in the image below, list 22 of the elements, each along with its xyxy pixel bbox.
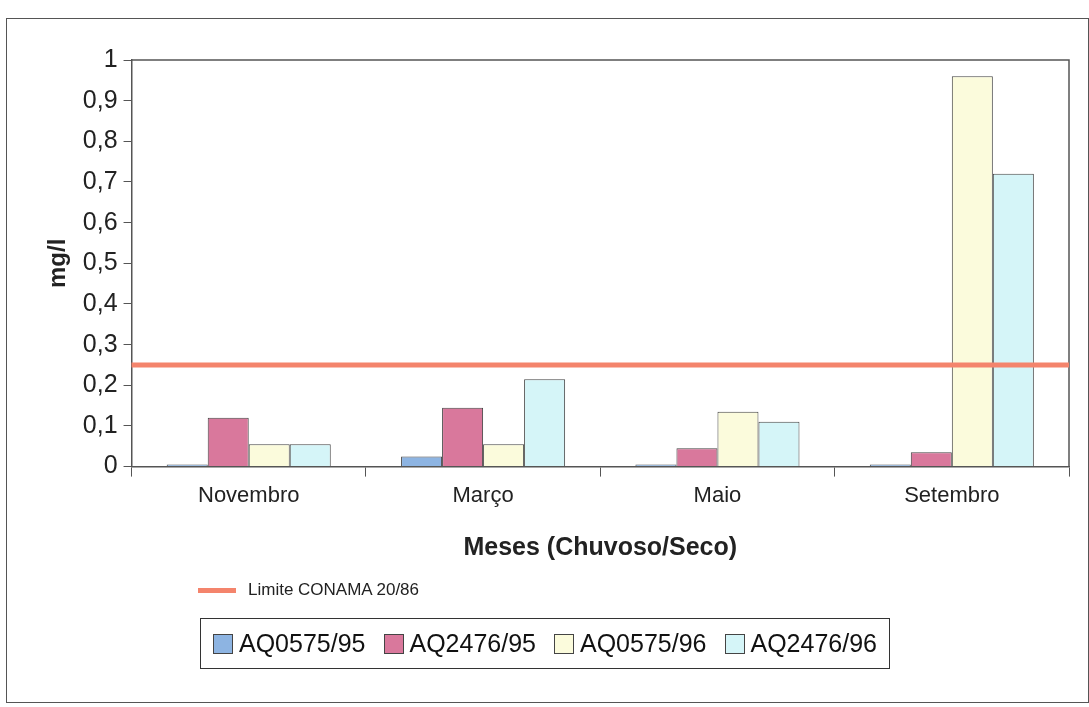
x-tick-label: Março bbox=[452, 481, 514, 507]
y-tick-label: 0,7 bbox=[82, 165, 118, 194]
x-tick-label: Maio bbox=[693, 481, 742, 507]
x-axis-title: Meses (Chuvoso/Seco) bbox=[463, 531, 738, 560]
y-tick-label: 1 bbox=[103, 43, 118, 72]
legend-label: AQ2476/96 bbox=[750, 629, 877, 658]
legend-label: AQ0575/96 bbox=[580, 629, 707, 658]
x-tick-label: Novembro bbox=[197, 481, 300, 507]
legend-label: AQ0575/95 bbox=[239, 629, 366, 658]
y-tick-label: 0,5 bbox=[82, 247, 118, 276]
y-tick-label: 0,8 bbox=[82, 125, 118, 154]
x-tick-label: Setembro bbox=[904, 481, 1000, 507]
legend-label: AQ2476/95 bbox=[409, 629, 536, 658]
legend-label: Limite CONAMA 20/86 bbox=[248, 580, 420, 600]
y-tick-label: 0,6 bbox=[82, 206, 118, 235]
y-tick-label: 0,4 bbox=[82, 287, 118, 316]
y-axis-title: mg/l bbox=[43, 238, 71, 288]
y-tick-label: 0,9 bbox=[82, 84, 118, 113]
y-tick-label: 0 bbox=[103, 450, 118, 479]
y-tick-label: 0,2 bbox=[82, 369, 118, 398]
y-tick-label: 0,3 bbox=[82, 328, 118, 357]
y-tick-label: 0,1 bbox=[82, 409, 118, 438]
